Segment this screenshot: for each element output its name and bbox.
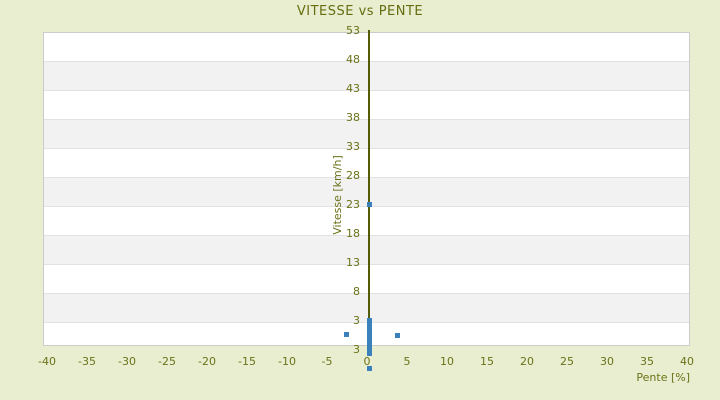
horizontal-grid-line	[44, 119, 689, 120]
x-tick-label: 15	[480, 355, 494, 368]
x-tick-label: 35	[640, 355, 654, 368]
horizontal-grid-line	[44, 235, 689, 236]
background-stripe	[44, 235, 689, 265]
x-tick-label: -40	[38, 355, 56, 368]
data-point-marker[interactable]	[367, 202, 372, 207]
y-tick-label: 33	[346, 140, 360, 153]
horizontal-grid-line	[44, 293, 689, 294]
x-tick-label: 0	[363, 355, 371, 368]
y-tick-label: 43	[346, 82, 360, 95]
data-point-marker[interactable]	[367, 351, 372, 356]
x-tick-label: -25	[158, 355, 176, 368]
horizontal-grid-line	[44, 148, 689, 149]
y-tick-label: 8	[353, 285, 360, 298]
data-point-marker[interactable]	[344, 332, 349, 337]
x-tick-label: -20	[198, 355, 216, 368]
x-tick-label: -35	[78, 355, 96, 368]
x-tick-label: 20	[520, 355, 534, 368]
data-point-marker[interactable]	[367, 347, 372, 352]
background-stripe	[44, 293, 689, 323]
data-point-marker[interactable]	[367, 344, 372, 349]
chart-title: VITESSE vs PENTE	[296, 4, 424, 19]
y-tick-label: 53	[346, 24, 360, 37]
horizontal-grid-line	[44, 61, 689, 62]
x-tick-label: 40	[680, 355, 694, 368]
horizontal-grid-line	[44, 206, 689, 207]
data-point-marker[interactable]	[395, 333, 400, 338]
y-tick-label: 23	[346, 198, 360, 211]
x-tick-label: -30	[118, 355, 136, 368]
background-stripe	[44, 60, 689, 90]
background-stripe	[44, 176, 689, 206]
y-tick-label: 13	[346, 256, 360, 269]
y-tick-label: 48	[346, 53, 360, 66]
x-tick-label: 5	[403, 355, 411, 368]
data-point-marker[interactable]	[367, 366, 372, 371]
horizontal-grid-line	[44, 322, 689, 323]
x-axis-title: Pente [%]	[636, 371, 690, 384]
horizontal-grid-line	[44, 177, 689, 178]
y-axis-zero-line	[368, 30, 370, 346]
background-stripe	[44, 118, 689, 148]
y-tick-label: 18	[346, 227, 360, 240]
x-tick-label: -5	[321, 355, 333, 368]
x-tick-label: 10	[440, 355, 454, 368]
y-tick-label: 28	[346, 169, 360, 182]
y-tick-label: 3	[353, 343, 360, 356]
x-tick-label: 30	[600, 355, 614, 368]
y-tick-label: 3	[353, 314, 360, 327]
x-tick-label: -15	[238, 355, 256, 368]
x-tick-label: 25	[560, 355, 574, 368]
y-tick-label: 38	[346, 111, 360, 124]
plot-area	[43, 32, 690, 346]
horizontal-grid-line	[44, 90, 689, 91]
x-tick-label: -10	[278, 355, 296, 368]
horizontal-grid-line	[44, 264, 689, 265]
data-point-marker[interactable]	[367, 318, 372, 323]
